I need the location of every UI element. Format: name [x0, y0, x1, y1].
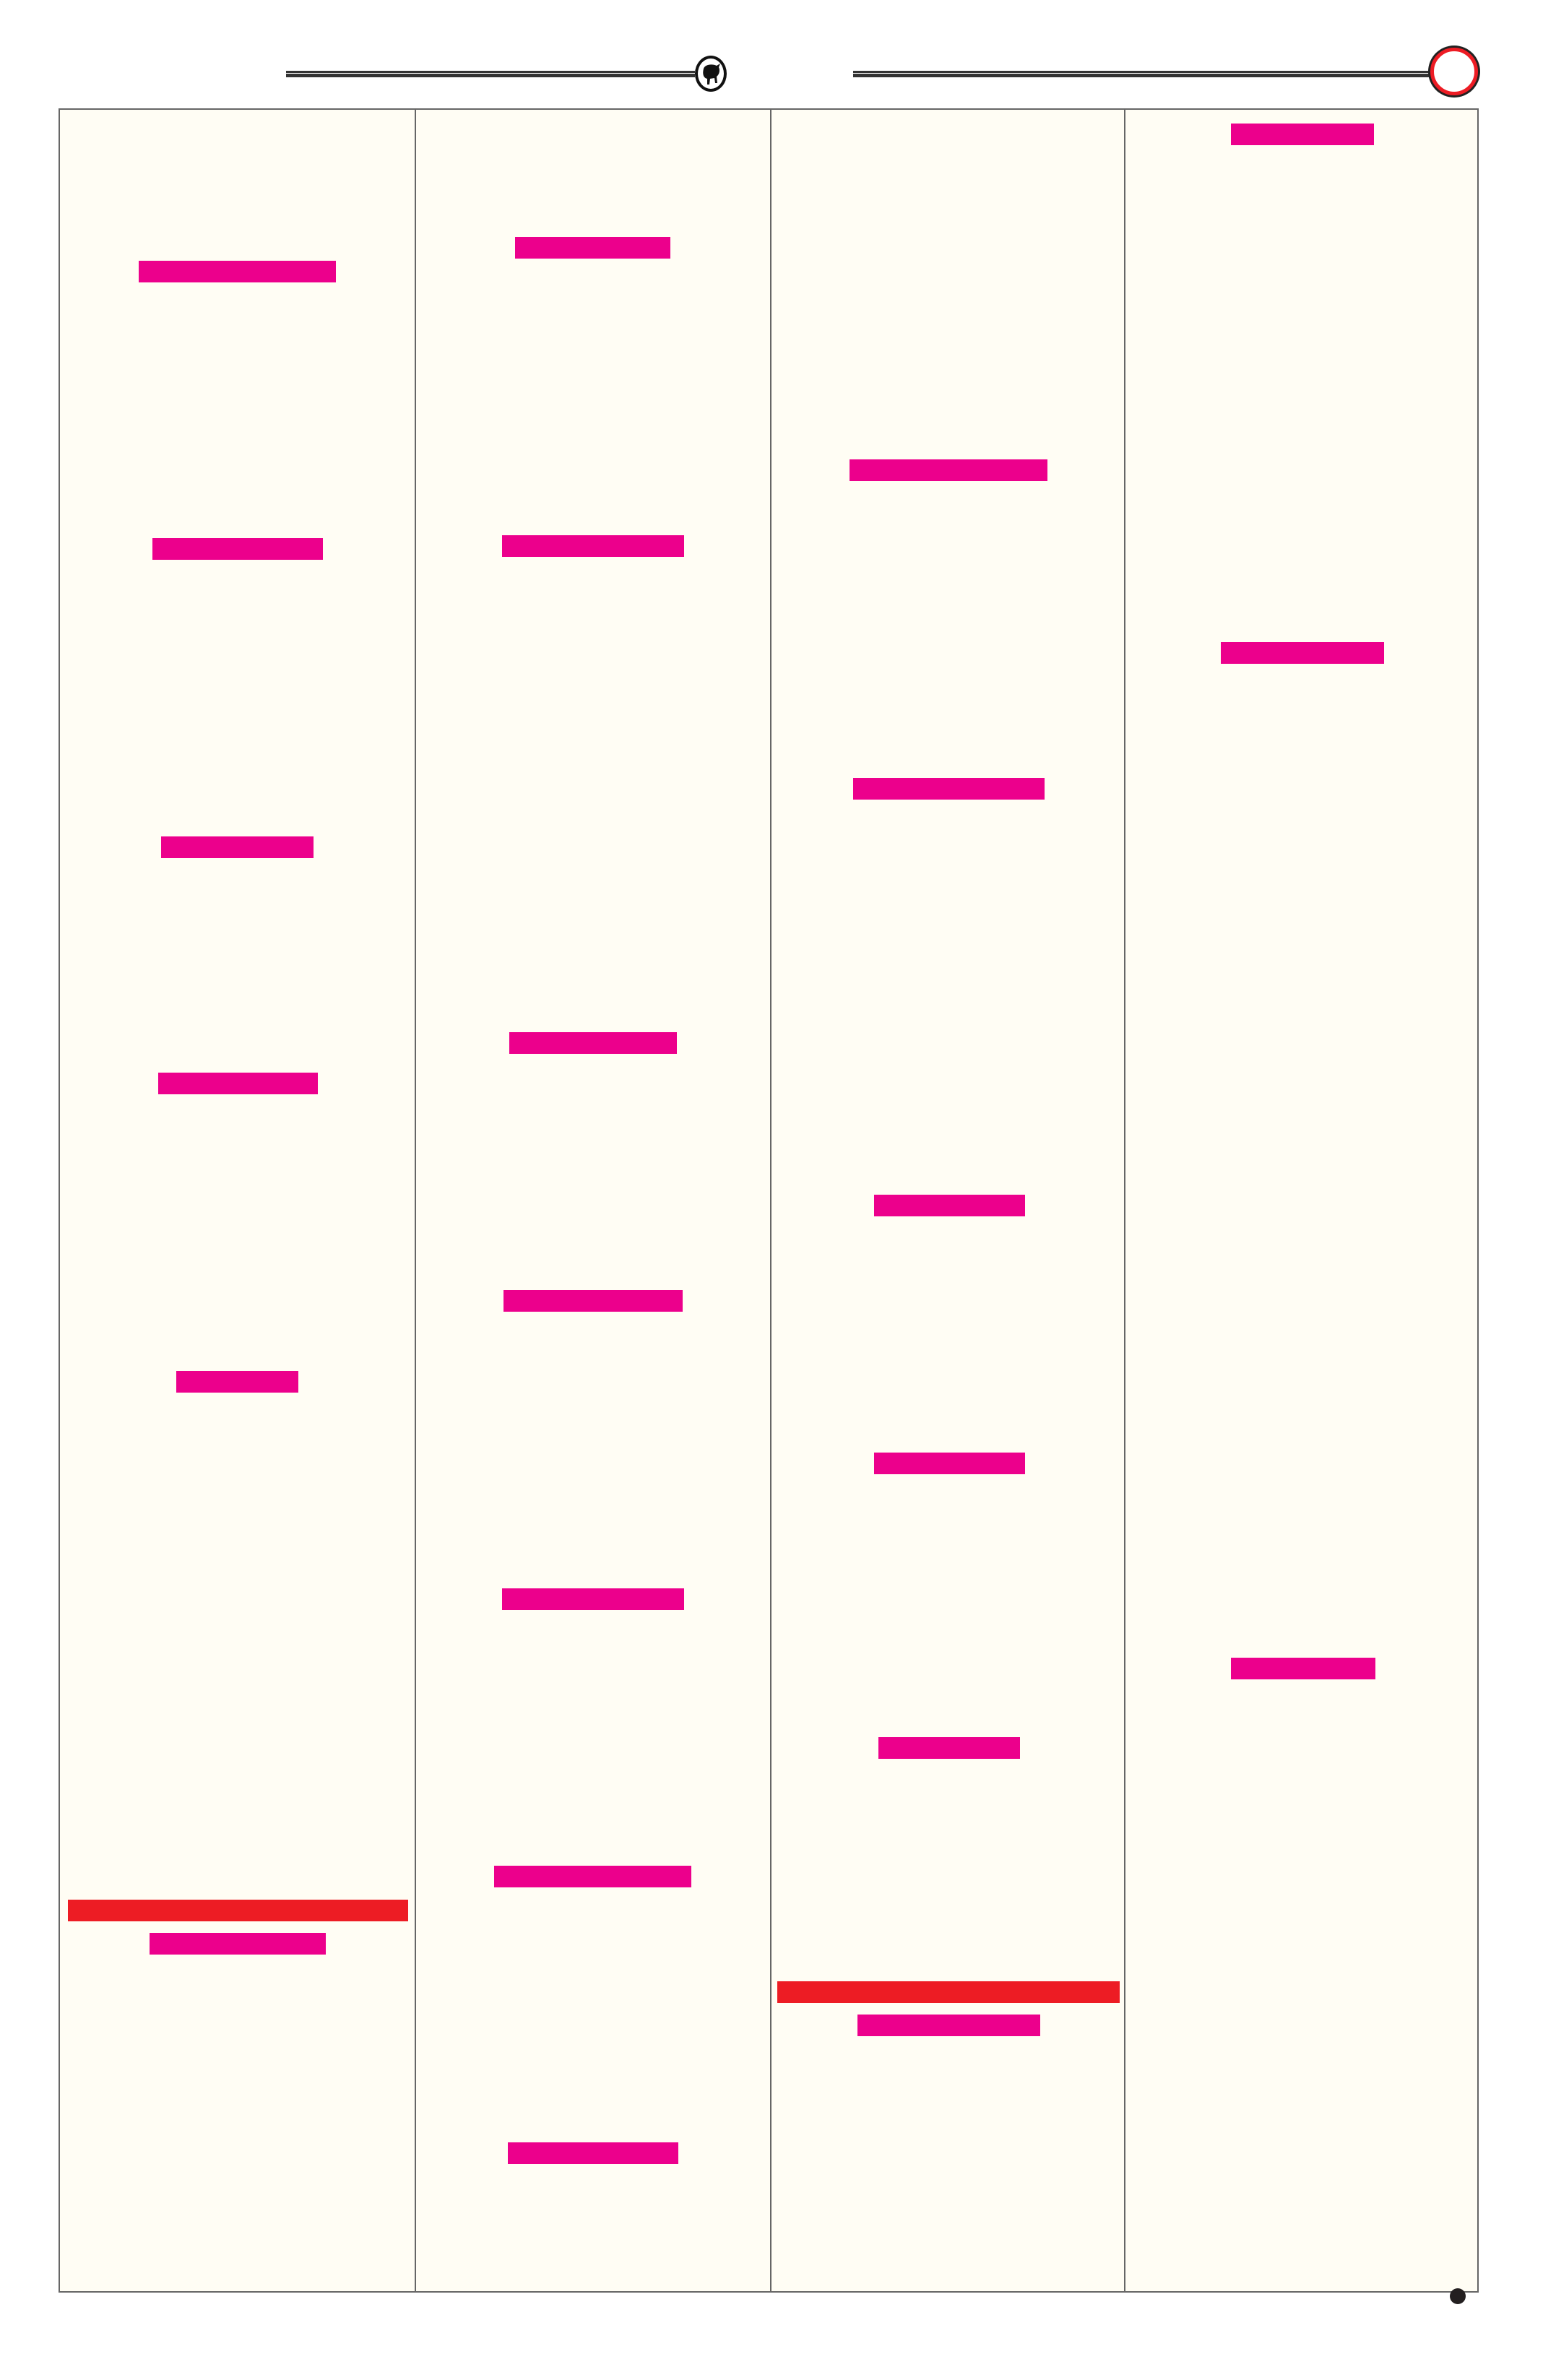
column-divider — [1124, 108, 1125, 2293]
bull-silhouette — [703, 64, 720, 85]
column-divider — [415, 108, 416, 2293]
redacted-highlight-block — [508, 2142, 678, 2164]
redacted-highlight-block — [878, 1737, 1020, 1759]
header-rule-left — [286, 71, 695, 77]
redacted-highlight-block — [158, 1073, 318, 1094]
redacted-highlight-block — [874, 1453, 1025, 1474]
redacted-highlight-block — [1231, 124, 1374, 145]
redacted-highlight-block — [850, 459, 1047, 481]
column-divider — [770, 108, 772, 2293]
redacted-highlight-block — [853, 778, 1045, 800]
redacted-highlight-block — [139, 261, 336, 282]
header-rule-right — [853, 71, 1431, 77]
redacted-highlight-block — [857, 2015, 1040, 2036]
redacted-highlight-block — [161, 836, 314, 858]
redacted-highlight-block — [502, 535, 684, 557]
redacted-highlight-block — [1221, 642, 1384, 664]
redacted-highlight-block — [503, 1290, 683, 1312]
red-ring-icon — [1430, 48, 1478, 95]
redacted-highlight-block — [509, 1032, 677, 1054]
redacted-highlight-block — [515, 237, 670, 259]
redacted-highlight-block — [150, 1933, 326, 1955]
black-dot-icon — [1450, 2288, 1466, 2304]
redacted-highlight-block — [152, 538, 323, 560]
redacted-highlight-block — [502, 1588, 684, 1610]
redacted-alert-block — [68, 1900, 408, 1921]
redacted-alert-block — [777, 1981, 1120, 2003]
redacted-highlight-block — [176, 1371, 298, 1393]
redacted-highlight-block — [1231, 1658, 1375, 1679]
redacted-highlight-block — [874, 1195, 1025, 1216]
redacted-highlight-block — [494, 1866, 691, 1887]
bull-emblem-icon — [695, 56, 727, 92]
page-box — [59, 108, 1479, 2293]
